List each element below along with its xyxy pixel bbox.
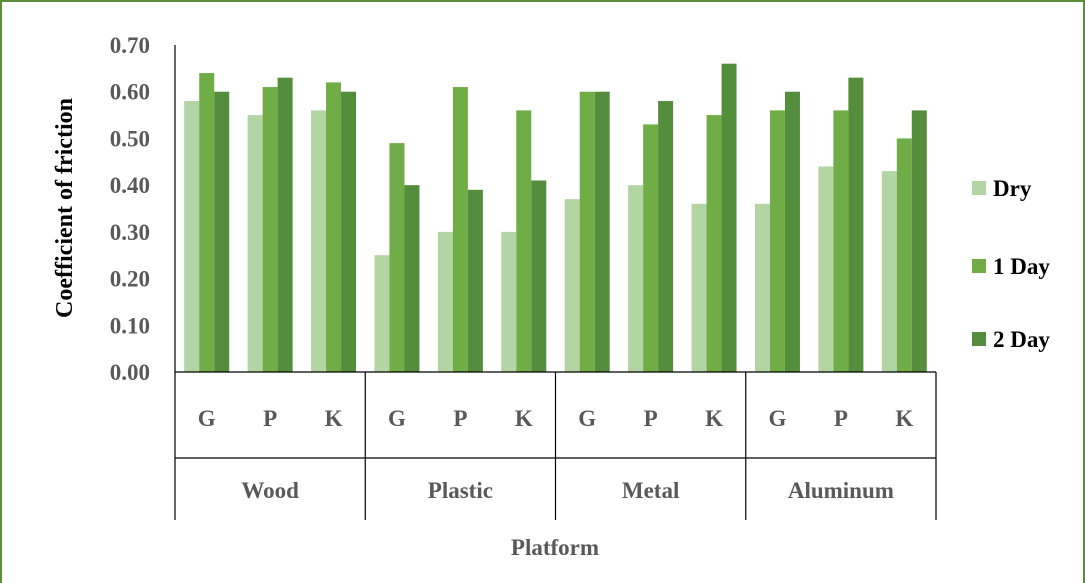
bar — [691, 203, 707, 372]
group-label: Plastic — [428, 478, 493, 503]
x-tick-label: P — [834, 406, 848, 431]
bar — [184, 101, 200, 373]
bar — [594, 91, 610, 372]
bar — [881, 171, 897, 372]
bar — [818, 166, 834, 372]
x-tick-label: G — [388, 406, 406, 431]
bar — [341, 91, 357, 372]
bar — [628, 185, 644, 372]
bar — [277, 77, 293, 372]
group-label: Aluminum — [788, 478, 894, 503]
group-label: Metal — [622, 478, 679, 503]
x-tick-label: K — [515, 406, 533, 431]
bar — [199, 73, 215, 373]
x-tick-label: K — [325, 406, 343, 431]
bar — [247, 115, 263, 373]
bar — [437, 231, 453, 372]
y-tick-label: 0.30 — [110, 220, 150, 245]
bar — [848, 77, 864, 372]
x-tick-label: K — [895, 406, 913, 431]
legend-label: 2 Day — [993, 327, 1050, 352]
y-tick-label: 0.70 — [110, 33, 150, 58]
bar — [896, 138, 912, 372]
y-tick-label: 0.40 — [110, 173, 150, 198]
y-axis-title: Coefficient of friction — [52, 98, 78, 318]
bar — [311, 110, 327, 373]
bar — [516, 110, 532, 373]
bar — [643, 124, 659, 373]
x-tick-label: G — [578, 406, 596, 431]
y-tick-label: 0.50 — [110, 126, 150, 151]
y-tick-label: 0.10 — [110, 313, 150, 338]
bar — [564, 199, 580, 372]
y-tick-label: 0.00 — [110, 360, 150, 385]
legend-swatch — [972, 259, 986, 273]
x-axis-label: Platform — [511, 535, 599, 560]
y-tick-label: 0.20 — [110, 267, 150, 292]
bar — [911, 110, 927, 373]
bar — [784, 91, 800, 372]
x-tick-label: P — [263, 406, 277, 431]
bar — [501, 231, 517, 372]
bar — [754, 203, 770, 372]
y-tick-label: 0.60 — [110, 80, 150, 105]
legend-swatch — [972, 181, 986, 195]
x-tick-label: G — [198, 406, 216, 431]
bar — [833, 110, 849, 373]
group-label: Wood — [241, 478, 299, 503]
y-axis-label: Coefficient of friction — [52, 98, 78, 318]
bar — [214, 91, 230, 372]
legend-label: Dry — [993, 176, 1032, 201]
x-tick-label: P — [453, 406, 467, 431]
x-tick-label: K — [705, 406, 723, 431]
x-tick-label: P — [644, 406, 658, 431]
bar — [452, 87, 468, 373]
bar — [467, 189, 483, 372]
bar — [658, 101, 674, 373]
x-tick-label: G — [769, 406, 787, 431]
bar — [326, 82, 342, 372]
legend-label: 1 Day — [993, 254, 1050, 279]
bar — [769, 110, 785, 373]
bar — [531, 180, 547, 372]
bar — [721, 63, 737, 372]
bar — [262, 87, 278, 373]
bar — [374, 255, 390, 372]
bar — [579, 91, 595, 372]
legend-swatch — [972, 332, 986, 346]
bar — [404, 185, 420, 372]
bar — [706, 115, 722, 373]
bar — [389, 143, 405, 372]
